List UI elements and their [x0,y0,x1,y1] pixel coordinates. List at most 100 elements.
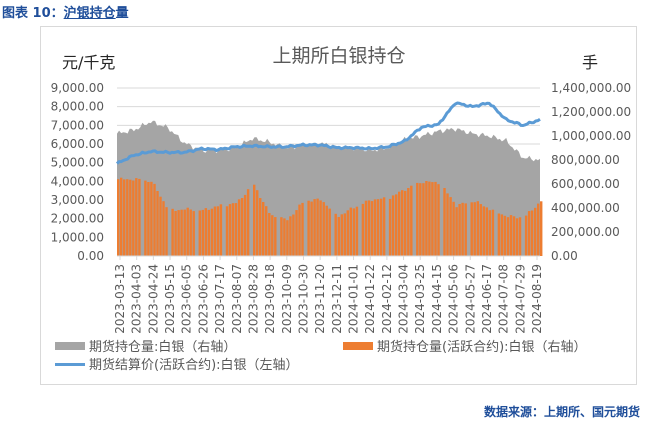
active-open-interest-bar [410,185,413,256]
active-open-interest-bar [234,203,238,256]
x-tick-label: 2024-05-27 [463,264,477,334]
active-open-interest-bar [506,217,510,256]
active-open-interest-bar [316,198,319,256]
active-open-interest-bar [292,214,295,256]
right-tick-label: 400,000.00 [551,201,620,215]
active-open-interest-bar [274,217,277,256]
caption-prefix: 图表 10： [2,6,64,21]
active-open-interest-bar [355,206,359,256]
active-open-interest-bar [256,190,259,256]
active-open-interest-bar [243,194,247,256]
active-open-interest-bar [398,191,401,256]
active-open-interest-bar [340,214,344,256]
chart-title: 上期所白银持仓 [272,45,405,67]
active-open-interest-bar [231,203,235,256]
x-tick-label: 2023-06-26 [196,264,210,334]
x-axis: 2023-03-13 2023-04-03 2023-04-24 2023-05-15… [113,255,544,334]
active-open-interest-bar [431,182,434,256]
legend-label: 期货持仓量:白银（右轴） [89,339,236,355]
series-settlement-price-line [115,101,541,165]
active-open-interest-bar [537,203,540,256]
active-open-interest-bar [422,183,425,256]
active-open-interest-bar [337,217,341,256]
active-open-interest-bar [286,220,289,256]
x-tick-label: 2024-03-04 [397,264,411,334]
active-open-interest-bar [500,214,504,256]
active-open-interest-bar [497,213,501,256]
active-open-interest-bar [434,181,437,256]
active-open-interest-bar [162,201,165,256]
active-open-interest-bar [186,207,189,256]
legend: 期货持仓量:白银（右轴） 期货持仓量(活跃合约):白银（右轴） 期货结算价(活跃合约… [55,339,587,373]
active-open-interest-bar [437,184,440,256]
active-open-interest-bar [117,179,120,256]
active-open-interest-bar [388,198,392,256]
active-open-interest-bar [328,208,331,256]
active-open-interest-bar [180,209,183,256]
left-tick-label: 8,000.00 [51,100,104,114]
active-open-interest-bar [464,203,467,256]
active-open-interest-bar [452,201,455,256]
x-tick-label: 2024-02-12 [380,264,394,334]
caption-suffix: 量 [115,6,129,21]
active-open-interest-bar [343,213,347,256]
x-tick-label: 2023-08-07 [230,264,244,334]
active-open-interest-bar [301,202,304,256]
active-open-interest-bar [123,179,126,256]
active-open-interest-bar [310,201,313,256]
active-open-interest-bar [132,180,135,256]
x-tick-label: 2024-04-15 [430,264,444,334]
active-open-interest-bar [401,190,404,256]
left-tick-label: 2,000.00 [51,212,104,226]
active-open-interest-bar [509,215,513,256]
series-active-open-interest-bars [117,177,543,256]
x-tick-label: 2023-04-03 [130,264,144,334]
active-open-interest-bar [210,208,214,256]
active-open-interest-bar [150,181,153,256]
active-open-interest-bar [219,204,223,256]
x-tick-label: 2024-03-25 [413,264,427,334]
right-tick-label: 1,200,000.00 [551,105,631,119]
active-open-interest-bar [198,210,202,256]
active-open-interest-bar [237,199,241,256]
active-open-interest-bar [425,181,428,256]
x-tick-label: 2023-10-09 [280,264,294,334]
active-open-interest-bar [404,190,407,256]
active-open-interest-bar [515,218,519,256]
right-tick-label: 800,000.00 [551,153,620,167]
active-open-interest-bar [213,206,217,256]
active-open-interest-bar [379,198,383,256]
x-tick-label: 2024-05-06 [447,264,461,334]
active-open-interest-bar [262,202,265,256]
active-open-interest-bar [503,215,507,256]
active-open-interest-bar [225,206,229,256]
active-open-interest-bar [428,181,431,256]
active-open-interest-bar [189,209,192,256]
active-open-interest-bar [382,197,386,256]
active-open-interest-bar [530,210,534,256]
active-open-interest-bar [240,198,244,256]
left-tick-label: 6,000.00 [51,137,104,151]
x-tick-label: 2023-11-20 [313,264,327,334]
active-open-interest-bar [129,179,132,256]
active-open-interest-bar [183,209,186,256]
active-open-interest-bar [120,177,123,256]
caption-title-link[interactable]: 沪银持仓 [63,6,116,21]
total-open-interest-area [117,120,540,256]
active-open-interest-bar [289,216,292,256]
x-tick-label: 2023-04-24 [146,264,160,334]
active-open-interest-bar [443,188,446,256]
active-open-interest-bar [491,209,495,256]
active-open-interest-bar [364,200,368,256]
active-open-interest-bar [470,202,473,256]
active-open-interest-bar [204,208,208,256]
active-open-interest-bar [147,182,150,256]
active-open-interest-bar [265,206,268,256]
active-open-interest-bar [367,200,371,256]
active-open-interest-bar [192,211,195,256]
right-tick-label: 1,400,000.00 [551,81,631,95]
active-open-interest-bar [135,178,138,256]
active-open-interest-bar [458,204,461,256]
active-open-interest-bar [325,205,328,256]
figure-caption: 图表 10：沪银持仓量 [2,2,129,21]
